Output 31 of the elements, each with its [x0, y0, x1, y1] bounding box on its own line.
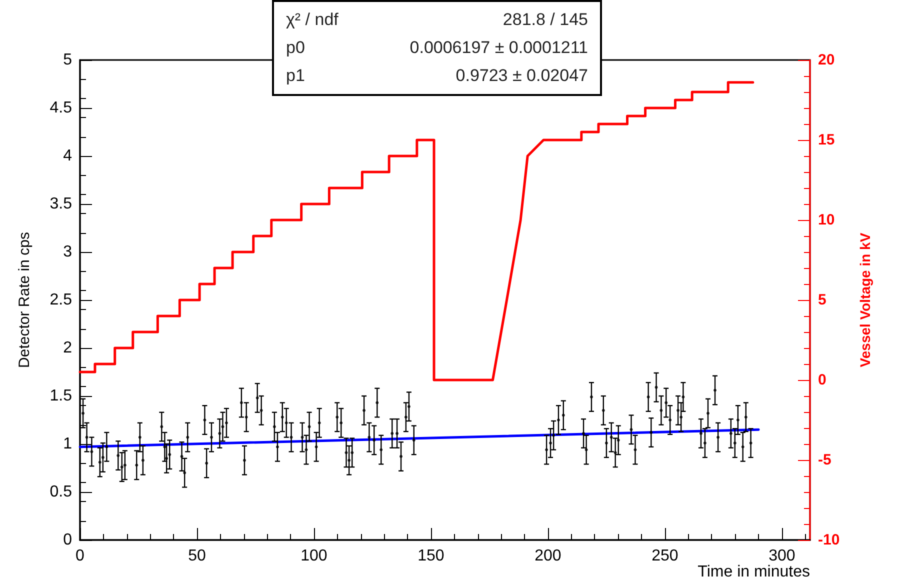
annotation: 0.9723 ± 0.02047 — [454, 66, 588, 86]
y2-axis-title: Vessel Voltage in kV — [857, 232, 873, 368]
y-tick-label: 4.5 — [50, 100, 72, 116]
x-tick-label: 0 — [76, 548, 85, 564]
y-tick-label: 2 — [63, 340, 72, 356]
y-tick-label: 4 — [63, 148, 72, 164]
y-tick-label: 5 — [63, 52, 72, 68]
annotation: p1 — [286, 66, 306, 86]
y2-tick-label: 15 — [818, 132, 835, 148]
y-tick-label: 3.5 — [50, 196, 72, 212]
y-tick-label: 0.5 — [50, 484, 72, 500]
x-axis-title: Time in minutes — [698, 564, 810, 580]
y-tick-label: 1 — [63, 436, 72, 452]
y-axis-title: Detector Rate in cps — [16, 232, 33, 368]
y2-tick-label: 20 — [818, 52, 835, 68]
y-tick-label: 1.5 — [50, 388, 72, 404]
fit-results-box: χ² / ndf 281.8 / 145 p0 0.0006197 ± 0.0001211 p1 0.9723 ± 0.02047 — [272, 0, 602, 96]
x-tick-label: 300 — [768, 548, 796, 564]
x-tick-label: 250 — [652, 548, 678, 564]
x-tick-label: 150 — [418, 548, 444, 564]
y-tick-label: 2.5 — [50, 292, 72, 308]
y2-tick-label: 5 — [818, 292, 826, 308]
y-tick-label: 0 — [63, 532, 72, 548]
y-tick-label: 3 — [63, 244, 72, 260]
y2-tick-label: 0 — [818, 372, 826, 388]
x-tick-label: 100 — [300, 548, 328, 564]
y2-tick-label: -10 — [818, 532, 840, 548]
y2-tick-label: -5 — [818, 452, 832, 468]
x-tick-label: 50 — [188, 548, 206, 564]
y2-tick-label: 10 — [818, 212, 835, 228]
x-tick-label: 200 — [534, 548, 562, 564]
